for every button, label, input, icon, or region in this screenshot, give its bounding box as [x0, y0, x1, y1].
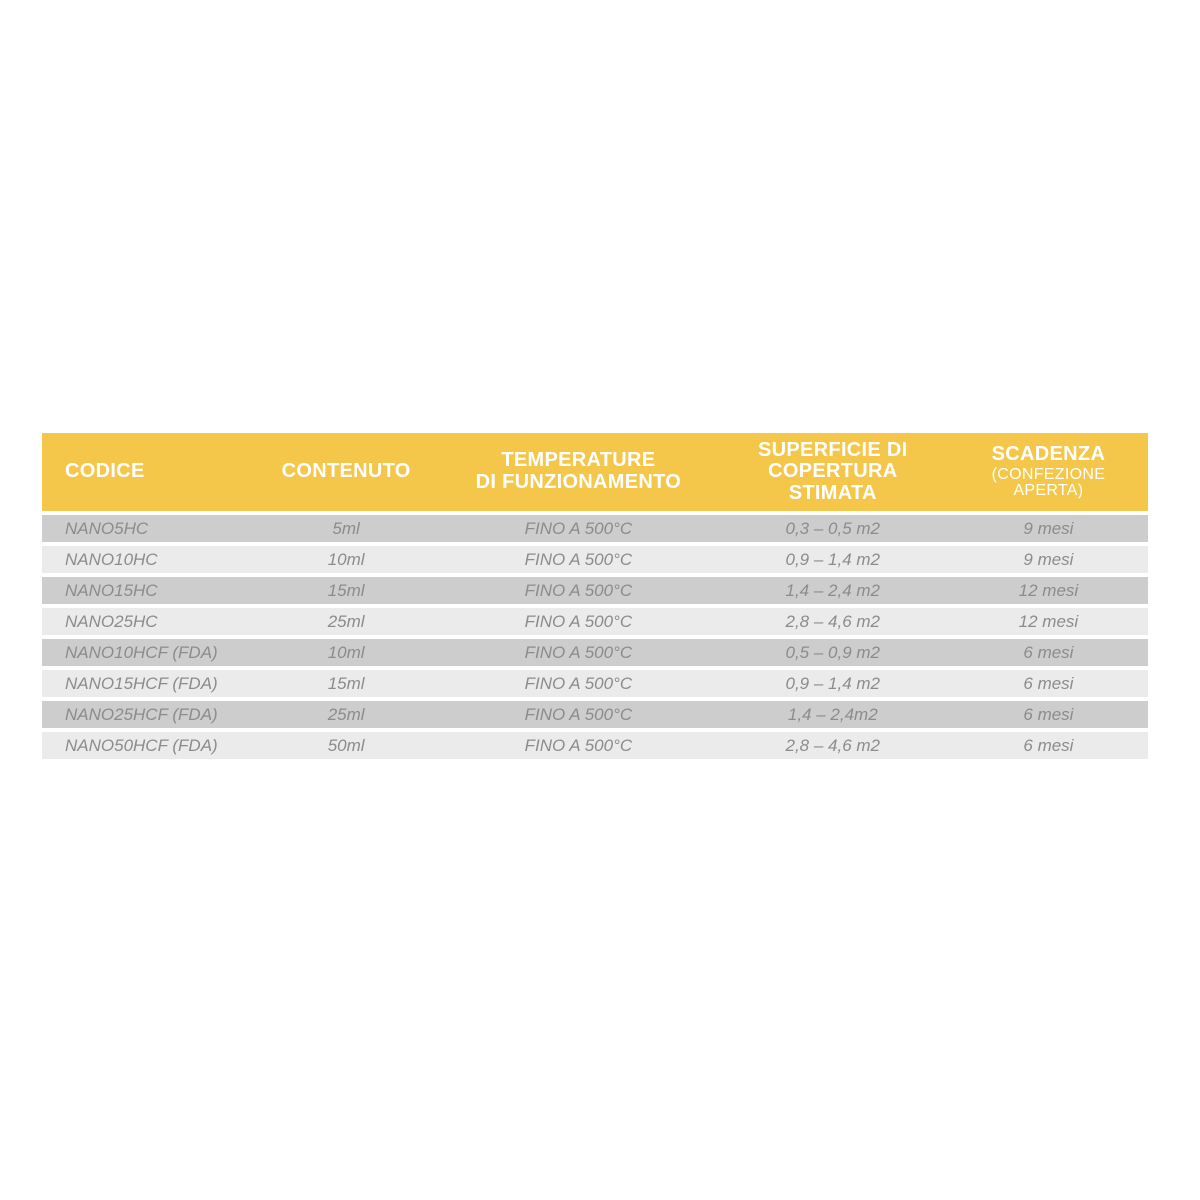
header-scadenza-title: SCADENZA	[991, 442, 1106, 465]
header-temperature-line2: DI FUNZIONAMENTO	[475, 471, 682, 493]
cell-contenuto: 25ml	[327, 704, 365, 724]
cell-scadenza: 6 mesi	[1023, 704, 1074, 724]
cell-temperature: FINO A 500°C	[524, 611, 633, 631]
cell-codice: NANO10HCF (FDA)	[65, 642, 218, 662]
cell-superficie: 2,8 – 4,6 m2	[785, 735, 881, 755]
cell-superficie: 0,5 – 0,9 m2	[785, 642, 881, 662]
cell-superficie: 0,9 – 1,4 m2	[785, 673, 881, 693]
header-codice: CODICE	[65, 460, 145, 483]
cell-superficie: 1,4 – 2,4m2	[787, 704, 878, 724]
table-row: NANO25HC 25ml FINO A 500°C 2,8 – 4,6 m2 …	[42, 608, 1148, 635]
cell-scadenza: 9 mesi	[1023, 518, 1074, 538]
header-superficie-line1: SUPERFICIE DI	[758, 438, 908, 461]
cell-temperature: FINO A 500°C	[524, 642, 633, 662]
cell-temperature: FINO A 500°C	[524, 735, 633, 755]
cell-codice: NANO10HC	[65, 549, 158, 569]
header-superficie-line3: STIMATA	[788, 481, 877, 504]
cell-codice: NANO15HC	[65, 580, 158, 600]
cell-codice: NANO25HCF (FDA)	[65, 704, 218, 724]
cell-temperature: FINO A 500°C	[524, 704, 633, 724]
table-row: NANO15HCF (FDA) 15ml FINO A 500°C 0,9 – …	[42, 670, 1148, 697]
cell-temperature: FINO A 500°C	[524, 549, 633, 569]
cell-superficie: 0,3 – 0,5 m2	[785, 518, 881, 538]
cell-contenuto: 15ml	[327, 580, 365, 600]
cell-codice: NANO50HCF (FDA)	[65, 735, 218, 755]
table-row: NANO10HC 10ml FINO A 500°C 0,9 – 1,4 m2 …	[42, 546, 1148, 573]
header-superficie-line2: COPERTURA	[768, 460, 898, 483]
cell-codice: NANO25HC	[65, 611, 158, 631]
cell-scadenza: 12 mesi	[1018, 580, 1079, 600]
table-row: NANO15HC 15ml FINO A 500°C 1,4 – 2,4 m2 …	[42, 577, 1148, 604]
cell-scadenza: 6 mesi	[1023, 673, 1074, 693]
cell-contenuto: 5ml	[332, 518, 360, 538]
cell-contenuto: 50ml	[327, 735, 365, 755]
header-temperature-line1: TEMPERATURE	[501, 449, 656, 472]
header-scadenza: SCADENZA (CONFEZIONE APERTA)	[949, 442, 1148, 500]
cell-superficie: 0,9 – 1,4 m2	[785, 549, 881, 569]
cell-codice: NANO15HCF (FDA)	[65, 673, 218, 693]
cell-scadenza: 6 mesi	[1023, 735, 1074, 755]
cell-contenuto: 25ml	[327, 611, 365, 631]
product-spec-table: CODICE CONTENUTO TEMPERATURE DI FUNZIONA…	[42, 433, 1148, 759]
cell-contenuto: 10ml	[327, 549, 365, 569]
header-scadenza-subtitle: (CONFEZIONE APERTA)	[991, 465, 1106, 500]
table-body: NANO5HC 5ml FINO A 500°C 0,3 – 0,5 m2 9 …	[42, 515, 1148, 759]
cell-scadenza: 9 mesi	[1023, 549, 1074, 569]
header-temperature: TEMPERATURE DI FUNZIONAMENTO	[440, 450, 717, 493]
cell-temperature: FINO A 500°C	[524, 673, 633, 693]
table-row: NANO5HC 5ml FINO A 500°C 0,3 – 0,5 m2 9 …	[42, 515, 1148, 542]
cell-scadenza: 6 mesi	[1023, 642, 1074, 662]
header-contenuto: CONTENUTO	[281, 460, 411, 483]
cell-codice: NANO5HC	[65, 518, 149, 538]
cell-superficie: 2,8 – 4,6 m2	[785, 611, 881, 631]
table-row: NANO25HCF (FDA) 25ml FINO A 500°C 1,4 – …	[42, 701, 1148, 728]
table-header-row: CODICE CONTENUTO TEMPERATURE DI FUNZIONA…	[42, 433, 1148, 511]
cell-scadenza: 12 mesi	[1018, 611, 1079, 631]
table-row: NANO50HCF (FDA) 50ml FINO A 500°C 2,8 – …	[42, 732, 1148, 759]
cell-contenuto: 15ml	[327, 673, 365, 693]
cell-contenuto: 10ml	[327, 642, 365, 662]
cell-temperature: FINO A 500°C	[524, 580, 633, 600]
table-row: NANO10HCF (FDA) 10ml FINO A 500°C 0,5 – …	[42, 639, 1148, 666]
cell-superficie: 1,4 – 2,4 m2	[785, 580, 881, 600]
cell-temperature: FINO A 500°C	[524, 518, 633, 538]
header-superficie: SUPERFICIE DI COPERTURA STIMATA	[717, 438, 949, 505]
